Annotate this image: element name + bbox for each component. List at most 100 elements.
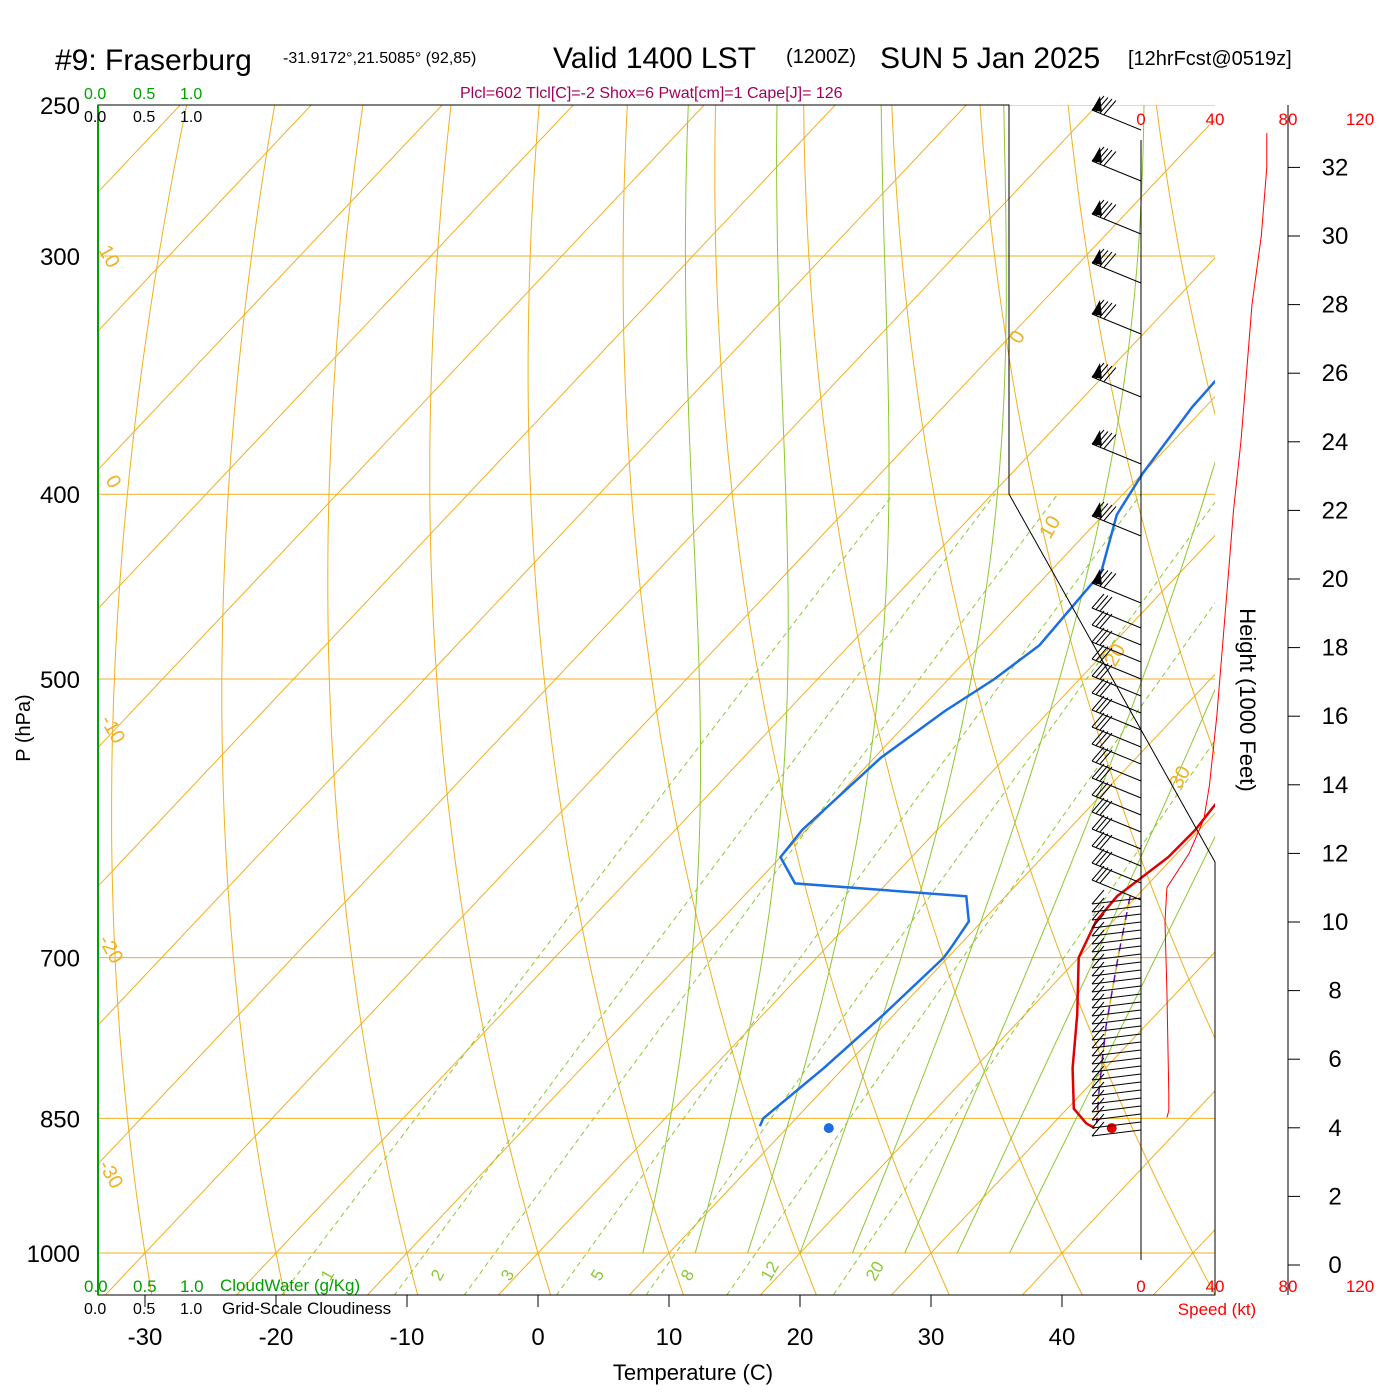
plot-frame (97, 104, 1216, 1296)
cloudwater-tick-label: 0.5 (133, 1277, 157, 1296)
wind-barb (1091, 831, 1142, 867)
wind-barb (1091, 1073, 1142, 1089)
isotherm-line (98, 105, 574, 610)
barb-flag (1099, 98, 1113, 114)
x-axis-title: Temperature (C) (613, 1360, 773, 1385)
barb-flag (1099, 202, 1113, 218)
wind-barb (1091, 95, 1142, 131)
wind-barb (1091, 1121, 1142, 1137)
temperature-tick-label: 10 (656, 1324, 683, 1351)
speed-tick-label: 0 (1136, 110, 1145, 129)
barb-flag (1091, 1097, 1105, 1113)
barb-flag (1095, 714, 1109, 729)
barb-flag (1091, 1033, 1105, 1049)
isotherm-line (98, 105, 312, 332)
barb-flag (1091, 763, 1105, 779)
station-coords: -31.9172°,21.5085° (92,85) (283, 50, 476, 67)
barb-flag (1099, 647, 1113, 663)
barb-staff (1091, 845, 1142, 867)
barb-flag (1103, 434, 1117, 449)
wind-barb (1091, 429, 1142, 465)
barb-pennant (1092, 363, 1102, 379)
barb-flag (1091, 1049, 1105, 1065)
wind-barb (1091, 593, 1142, 629)
barb-staff (1091, 794, 1142, 816)
dry-adiabat (111, 105, 188, 1295)
wind-barb (1091, 797, 1142, 833)
isotherm-line (98, 105, 443, 471)
wind-barb (1091, 1065, 1142, 1081)
moist-adiabat (851, 105, 1145, 1254)
barb-flag (1095, 782, 1109, 797)
speed-axis-bottom: 0 40 80 120 (1136, 1277, 1374, 1296)
surface-dewpoint-marker (823, 1123, 834, 1134)
speed-tick-label: 0 (1136, 1277, 1145, 1296)
cloudiness-tick-label: 0.0 (84, 109, 106, 126)
barb-flag (1095, 799, 1109, 814)
isotherm-line (98, 105, 1098, 1165)
barb-pennant (1092, 300, 1102, 316)
isotherm-line (890, 951, 1215, 1295)
barb-staff (1091, 624, 1142, 646)
wind-barb (1091, 695, 1142, 731)
pressure-tick-label: 700 (40, 946, 80, 973)
barb-flag (1099, 365, 1113, 381)
temperature-tick-label: -20 (259, 1324, 294, 1351)
wind-barb (1091, 1001, 1142, 1017)
barb-flag (1091, 1001, 1105, 1017)
temperature-tick-label: -30 (128, 1324, 163, 1351)
wind-barbs (1091, 95, 1142, 1137)
barb-flag (1091, 678, 1105, 694)
barb-staff (1091, 675, 1142, 697)
mixing-ratio-label: 2 (427, 1266, 448, 1284)
wind-barb (1091, 929, 1142, 945)
dry-adiabat-label: 30 (1165, 762, 1195, 792)
barb-flag (1091, 746, 1105, 762)
wind-barb (1091, 889, 1142, 905)
parcel-path (1095, 896, 1131, 1124)
height-tick-label: 8 (1328, 978, 1341, 1005)
plot-data (758, 379, 1215, 1134)
barb-staff (1091, 262, 1142, 284)
dry-adiabat (803, 105, 1083, 1295)
cloud-axis-bottom: 0.0 0.0 0.5 0.5 1.0 1.0 (84, 1277, 204, 1318)
wind-barb (1091, 568, 1142, 604)
wind-barb (1091, 1113, 1142, 1129)
barb-flag (1091, 1017, 1105, 1033)
mixing-ratio-line (832, 739, 1215, 1295)
barb-staff (1091, 443, 1142, 465)
barb-flag (1099, 732, 1113, 748)
height-tick-label: 16 (1322, 703, 1349, 730)
dewpoint-profile (758, 379, 1215, 1127)
pressure-axis: 250 300 400 500 700 850 1000 (27, 93, 80, 1268)
cloudiness-tick-label: 1.0 (180, 109, 202, 126)
cloudiness-tick-label: 0.0 (84, 1301, 106, 1318)
barb-flag (1099, 149, 1113, 165)
cloudiness-tick-label: 0.5 (133, 1301, 155, 1318)
barb-flag (1091, 695, 1105, 711)
barb-staff (1091, 1073, 1142, 1081)
moist-adiabat (747, 105, 890, 1254)
barb-staff (1091, 1129, 1142, 1137)
height-tick-label: 6 (1328, 1046, 1341, 1073)
wind-barb (1091, 937, 1142, 953)
barb-flag (1091, 644, 1105, 660)
mixing-ratio-label: 8 (677, 1266, 698, 1284)
barb-flag (1091, 712, 1105, 728)
barb-staff (1091, 1089, 1142, 1097)
barb-flag (1091, 780, 1105, 796)
wind-barb (1091, 848, 1142, 884)
barb-flag (1103, 253, 1117, 268)
dry-adiabat (327, 105, 419, 1295)
barb-flag (1091, 1121, 1105, 1137)
barb-flag (1099, 596, 1113, 612)
wind-barb (1091, 1089, 1142, 1105)
barb-staff (1091, 811, 1142, 833)
barb-flag (1099, 630, 1113, 646)
speed-tick-label: 80 (1279, 110, 1298, 129)
barb-pennant (1092, 96, 1102, 112)
dry-adiabat-label: 0 (101, 472, 126, 493)
barb-staff (1091, 743, 1142, 765)
moist-adiabat (799, 105, 1007, 1254)
wind-barb (1091, 897, 1142, 913)
